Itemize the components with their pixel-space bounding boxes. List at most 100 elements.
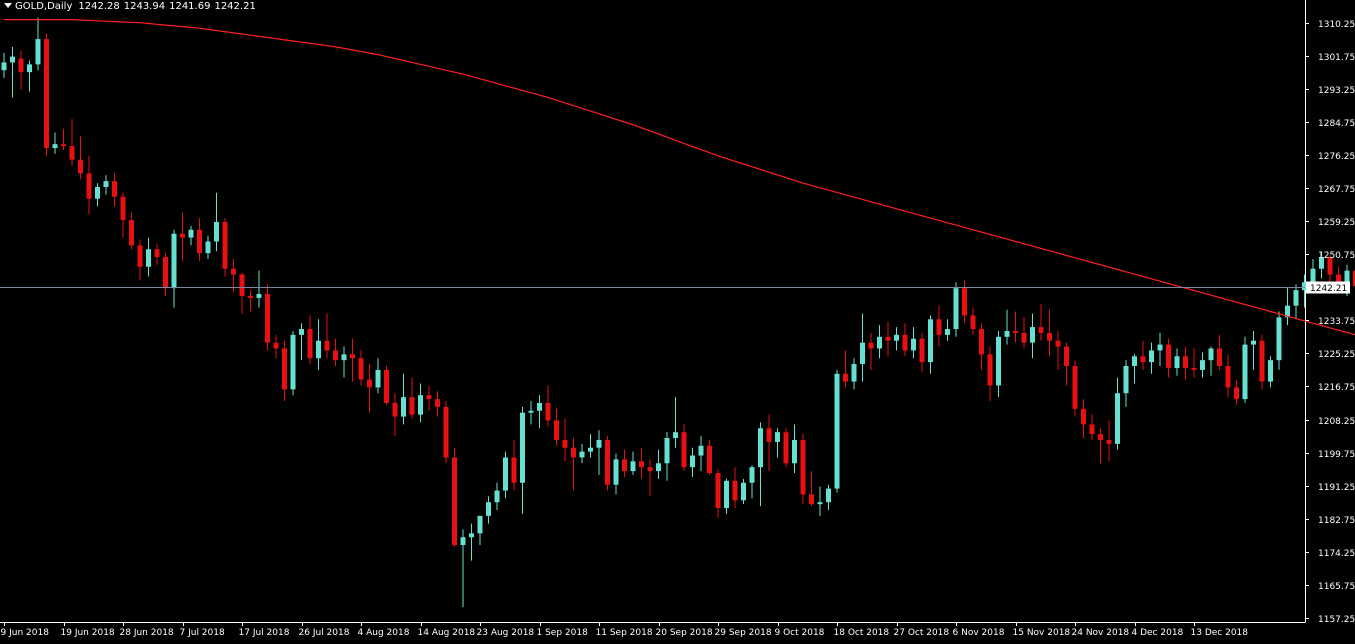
candle-body <box>614 459 619 484</box>
candle-bear <box>733 467 738 508</box>
candle-body <box>172 234 177 288</box>
candle-bull <box>665 432 670 481</box>
candle-bull <box>877 325 882 358</box>
candle-bear <box>716 469 721 518</box>
candle-bull <box>1132 354 1137 383</box>
candle-bear <box>121 193 126 238</box>
candle-bear <box>571 438 576 491</box>
candle-body <box>418 395 423 414</box>
candle-bear <box>1056 331 1061 370</box>
candle-body <box>512 457 517 482</box>
candle-bull <box>860 313 865 381</box>
candle-body <box>155 249 160 257</box>
candle-bull <box>597 430 602 475</box>
candle-bear <box>554 409 559 446</box>
candle-bear <box>435 391 440 416</box>
candle-bull <box>1158 333 1163 366</box>
candle-bull <box>1005 310 1010 345</box>
candle-bear <box>223 218 228 276</box>
price-tick-label: 1233.75 <box>1318 317 1355 327</box>
candle-body <box>988 354 993 385</box>
candle-bear <box>129 212 134 249</box>
candle-body <box>401 397 406 416</box>
candle-body <box>342 354 347 360</box>
candle-bear <box>393 393 398 436</box>
candle-body <box>1200 360 1205 370</box>
dropdown-triangle-icon[interactable] <box>4 3 12 8</box>
candle-bear <box>639 448 644 479</box>
plot-frame <box>0 0 1306 623</box>
candle-body <box>427 395 432 399</box>
candle-body <box>733 481 738 500</box>
candle-bear <box>180 212 185 261</box>
candle-body <box>1073 366 1078 409</box>
candle-body <box>869 343 874 349</box>
candle-bear <box>282 341 287 401</box>
candle-bull <box>299 323 304 360</box>
candle-bear <box>622 450 627 477</box>
candle-body <box>1030 327 1035 343</box>
candle-bear <box>1090 415 1095 440</box>
candle-body <box>1234 387 1239 399</box>
candle-body <box>656 463 661 471</box>
candle-body <box>1047 333 1052 341</box>
candle-body <box>537 403 542 411</box>
time-tick-label: 6 Nov 2018 <box>953 628 1005 638</box>
candle-bull <box>342 347 347 378</box>
candle-bull <box>2 53 7 78</box>
price-tick-label: 1267.75 <box>1318 185 1355 195</box>
candle-body <box>605 440 610 485</box>
candle-bull <box>996 331 1001 397</box>
candle-body <box>1183 356 1188 368</box>
candle-bear <box>350 339 355 382</box>
candle-bull <box>529 401 534 424</box>
candle-bear <box>384 366 389 405</box>
candle-body <box>1124 366 1129 393</box>
candle-body <box>979 329 984 354</box>
candle-body <box>469 533 474 537</box>
candle-body <box>792 440 797 463</box>
candle-body <box>758 428 763 467</box>
candle-body <box>299 329 304 335</box>
price-tick-label: 1174.25 <box>1318 549 1355 559</box>
candle-body <box>639 461 644 467</box>
candle-body <box>350 354 355 358</box>
candle-body <box>1039 327 1044 333</box>
candle-bear <box>452 448 457 547</box>
candle-body <box>19 59 24 73</box>
symbol-label: GOLD,Daily <box>15 1 72 12</box>
candle-body <box>750 467 755 483</box>
candle-bull <box>911 327 916 358</box>
candle-bull <box>401 374 406 425</box>
candle-body <box>826 489 831 503</box>
candle-body <box>665 438 670 463</box>
candle-body <box>367 380 372 388</box>
candle-body <box>852 364 857 382</box>
current-price-label: 1242.21 <box>1310 284 1347 294</box>
candle-body <box>1056 341 1061 347</box>
close-value: 1242.21 <box>214 1 255 12</box>
candle-bull <box>835 370 840 493</box>
candle-bull <box>826 485 831 510</box>
candle-body <box>393 403 398 417</box>
candle-bull <box>146 238 151 277</box>
candle-body <box>954 288 959 329</box>
candle-bear <box>333 339 338 366</box>
candle-bear <box>163 253 168 296</box>
time-tick-label: 24 Nov 2018 <box>1072 628 1130 638</box>
candle-bull <box>894 327 899 350</box>
candle-bear <box>274 335 279 358</box>
candle-bull <box>291 331 296 395</box>
candle-bear <box>112 173 117 206</box>
candle-bull <box>478 516 483 545</box>
candle-bear <box>70 119 75 166</box>
candle-bear <box>19 51 24 90</box>
moving-average-line <box>4 20 1355 338</box>
candle-bear <box>801 434 806 504</box>
candle-body <box>1277 317 1282 360</box>
candle-body <box>10 57 15 63</box>
candle-body <box>520 413 525 483</box>
